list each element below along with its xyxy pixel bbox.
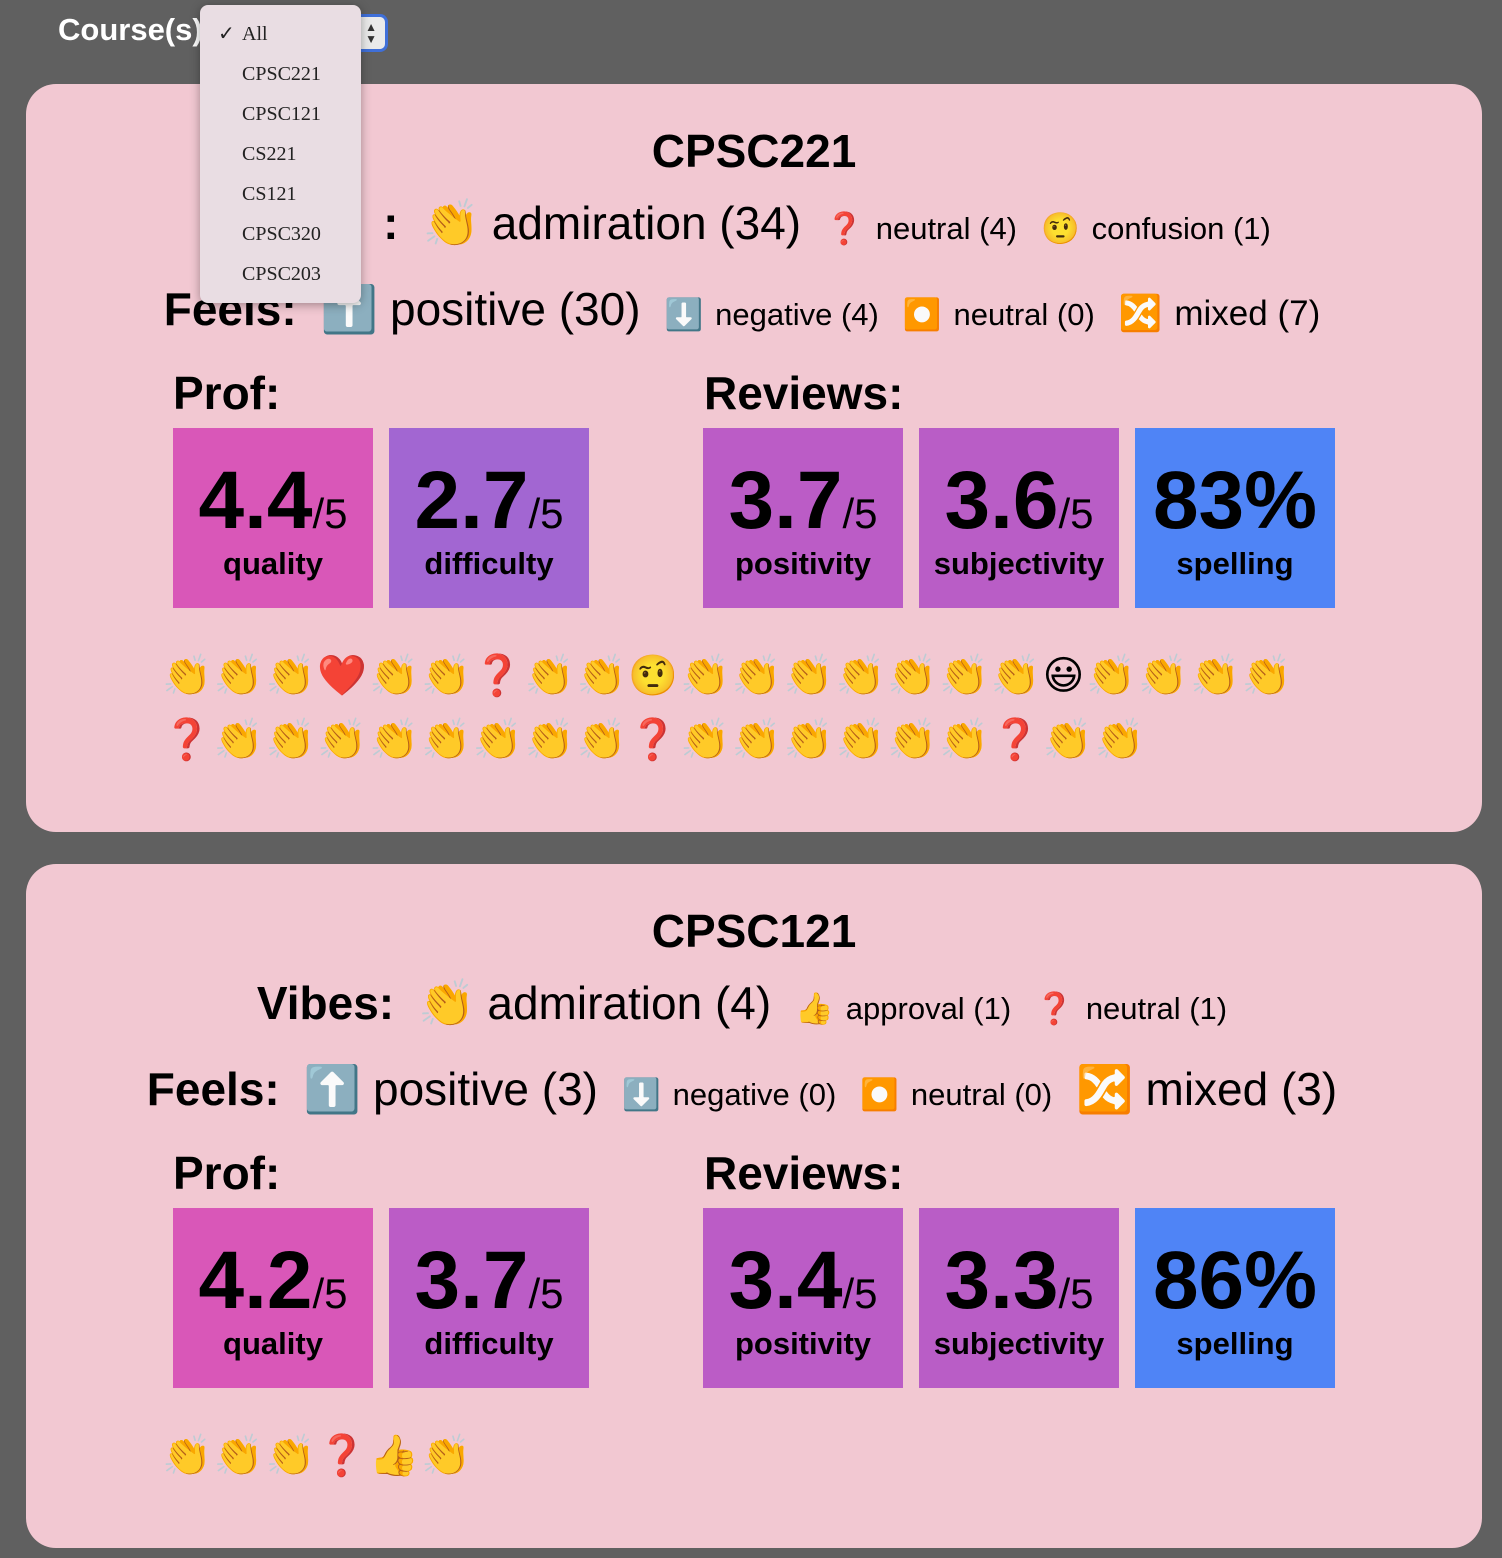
feels-label: Feels:	[146, 1063, 280, 1115]
difficulty-stat: 3.7/5 difficulty	[389, 1208, 589, 1388]
question-icon: ❓	[1035, 991, 1074, 1027]
shuffle-icon: 🔀	[1076, 1062, 1134, 1116]
vibes-row: Vibes: 👏 admiration (4) 👍 approval (1) ❓ ne…	[26, 976, 1482, 1031]
quality-stat: 4.4/5 quality	[173, 428, 373, 608]
question-icon: ❓	[825, 211, 864, 247]
record-button-icon: ⏺️	[860, 1077, 899, 1113]
feel-tag: ⬇️ negative (4)	[664, 297, 879, 333]
down-arrow-icon: ⬇️	[621, 1077, 661, 1113]
dropdown-option-all[interactable]: ✓ All	[200, 14, 361, 54]
subjectivity-stat: 3.6/5 subjectivity	[919, 428, 1119, 608]
select-arrows-icon: ▲ ▼	[365, 20, 377, 46]
up-arrow-icon: ⬆️	[303, 1062, 362, 1116]
spelling-stat: 83% spelling	[1135, 428, 1335, 608]
course-title: CPSC121	[651, 905, 857, 957]
vibes-row: : 👏 admiration (34) ❓ neutral (4) 🤨 confusi…	[26, 196, 1482, 251]
subjectivity-stat: 3.3/5 subjectivity	[919, 1208, 1119, 1388]
prof-label: Prof:	[173, 367, 281, 419]
feels-row: Feels: ⬆️ positive (30) ⬇️ negative (4) ⏺️…	[26, 282, 1482, 337]
quality-stat: 4.2/5 quality	[173, 1208, 373, 1388]
vibe-tag: ❓ neutral (4)	[825, 211, 1018, 247]
review-emoji-strip: 👏👏👏❓👍👏	[162, 1433, 473, 1479]
feel-tag: ⬇️ negative (0)	[621, 1077, 837, 1113]
review-emoji-strip: 👏👏👏❤️👏👏❓👏👏🤨👏👏👏👏👏👏👏😃👏👏👏👏❓👏👏👏👏👏👏👏👏❓👏👏👏👏👏👏❓…	[162, 653, 1294, 763]
feel-tag: 🔀 mixed (3)	[1076, 1062, 1338, 1116]
shuffle-icon: 🔀	[1118, 294, 1163, 334]
dropdown-option-cs221[interactable]: CS221	[242, 143, 297, 165]
dropdown-option-cpsc320[interactable]: CPSC320	[242, 223, 321, 245]
positivity-stat: 3.7/5 positivity	[703, 428, 903, 608]
spelling-stat: 86% spelling	[1135, 1208, 1335, 1388]
down-arrow-icon: ⬇️	[664, 297, 704, 333]
course-title: CPSC221	[651, 125, 857, 177]
feel-tag: ⏺️ neutral (0)	[860, 1077, 1053, 1113]
thumbs-up-icon: 👍	[795, 991, 834, 1027]
reviews-label: Reviews:	[704, 367, 904, 419]
vibe-tag: 👏 admiration (4)	[418, 976, 772, 1030]
course-dropdown-menu[interactable]: ✓ All CPSC221 CPSC121 CS221 CS121 CPSC32…	[200, 5, 361, 303]
difficulty-stat: 2.7/5 difficulty	[389, 428, 589, 608]
vibe-tag: 👍 approval (1)	[795, 991, 1012, 1027]
dropdown-option-cpsc203[interactable]: CPSC203	[242, 263, 321, 285]
feel-tag: 🔀 mixed (7)	[1118, 294, 1321, 334]
vibes-label: Vibes:	[256, 977, 395, 1029]
dropdown-option-cpsc221[interactable]: CPSC221	[242, 63, 321, 85]
course-filter-label: Course(s)	[58, 12, 203, 47]
positivity-stat: 3.4/5 positivity	[703, 1208, 903, 1388]
clap-icon: 👏	[418, 976, 476, 1030]
record-button-icon: ⏺️	[902, 297, 942, 333]
raised-eyebrow-face-icon: 🤨	[1041, 211, 1080, 247]
vibes-label: :	[383, 197, 399, 249]
clap-icon: 👏	[422, 196, 480, 250]
feel-tag: ⬆️ positive (30)	[320, 282, 641, 336]
prof-label: Prof:	[173, 1147, 281, 1199]
dropdown-option-cs121[interactable]: CS121	[242, 183, 297, 205]
course-card: CPSC121 Vibes: 👏 admiration (4) 👍 approval…	[26, 864, 1482, 1548]
feel-tag: ⏺️ neutral (0)	[902, 297, 1095, 333]
vibe-tag: 🤨 confusion (1)	[1041, 211, 1271, 247]
feel-tag: ⬆️ positive (3)	[303, 1062, 598, 1116]
reviews-label: Reviews:	[704, 1147, 904, 1199]
vibe-tag: ❓ neutral (1)	[1035, 991, 1228, 1027]
vibe-tag: 👏 admiration (34)	[422, 196, 802, 250]
feels-row: Feels: ⬆️ positive (3) ⬇️ negative (0) ⏺️ n…	[26, 1062, 1482, 1117]
dropdown-option-cpsc121[interactable]: CPSC121	[242, 103, 321, 125]
checkmark-icon: ✓	[218, 23, 235, 45]
